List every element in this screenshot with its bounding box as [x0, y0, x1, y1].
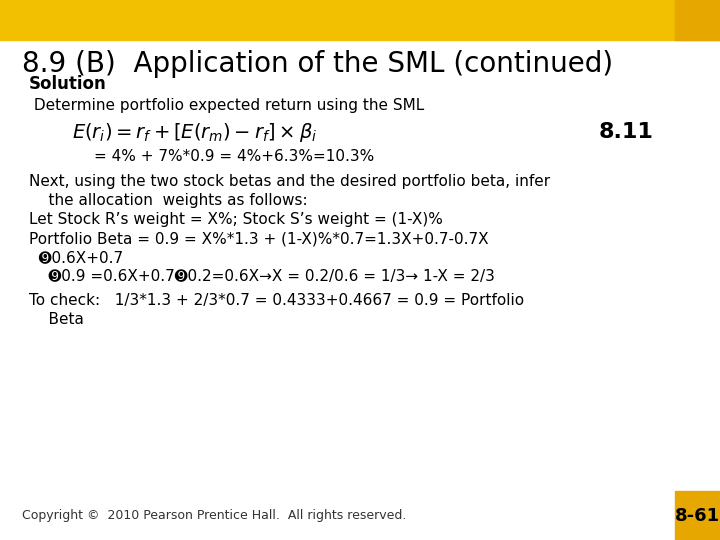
- Text: Portfolio Beta = 0.9 = X%*1.3 + (1-X)%*0.7=1.3X+0.7-0.7X: Portfolio Beta = 0.9 = X%*1.3 + (1-X)%*0…: [29, 231, 488, 246]
- Text: the allocation  weights as follows:: the allocation weights as follows:: [29, 193, 307, 208]
- Bar: [0, 0, 720, 40]
- Text: Let Stock R’s weight = X%; Stock S’s weight = (1-X)%: Let Stock R’s weight = X%; Stock S’s wei…: [29, 212, 443, 227]
- Text: ➒0.9 =0.6X+0.7➒0.2=0.6X→X = 0.2/0.6 = 1/3→ 1-X = 2/3: ➒0.9 =0.6X+0.7➒0.2=0.6X→X = 0.2/0.6 = 1/…: [29, 269, 495, 284]
- Text: 8-61: 8-61: [675, 507, 720, 525]
- Text: Copyright ©  2010 Pearson Prentice Hall.  All rights reserved.: Copyright © 2010 Pearson Prentice Hall. …: [22, 509, 406, 522]
- Text: 8.11: 8.11: [599, 122, 654, 143]
- Text: $E(r_i) = r_f + [E(r_m) - r_f] \times \beta_i$: $E(r_i) = r_f + [E(r_m) - r_f] \times \b…: [72, 121, 318, 144]
- Bar: [675, 491, 720, 540]
- Text: Solution: Solution: [29, 75, 107, 93]
- Text: To check:   1/3*1.3 + 2/3*0.7 = 0.4333+0.4667 = 0.9 = Portfolio: To check: 1/3*1.3 + 2/3*0.7 = 0.4333+0.4…: [29, 293, 524, 308]
- Bar: [675, 0, 720, 40]
- Text: 8.9 (B)  Application of the SML (continued): 8.9 (B) Application of the SML (continue…: [22, 50, 613, 78]
- Text: Determine portfolio expected return using the SML: Determine portfolio expected return usin…: [29, 98, 424, 113]
- Text: = 4% + 7%*0.9 = 4%+6.3%=10.3%: = 4% + 7%*0.9 = 4%+6.3%=10.3%: [94, 149, 374, 164]
- Text: Beta: Beta: [29, 312, 84, 327]
- Text: ➒0.6X+0.7: ➒0.6X+0.7: [29, 250, 123, 265]
- Text: Next, using the two stock betas and the desired portfolio beta, infer: Next, using the two stock betas and the …: [29, 174, 550, 190]
